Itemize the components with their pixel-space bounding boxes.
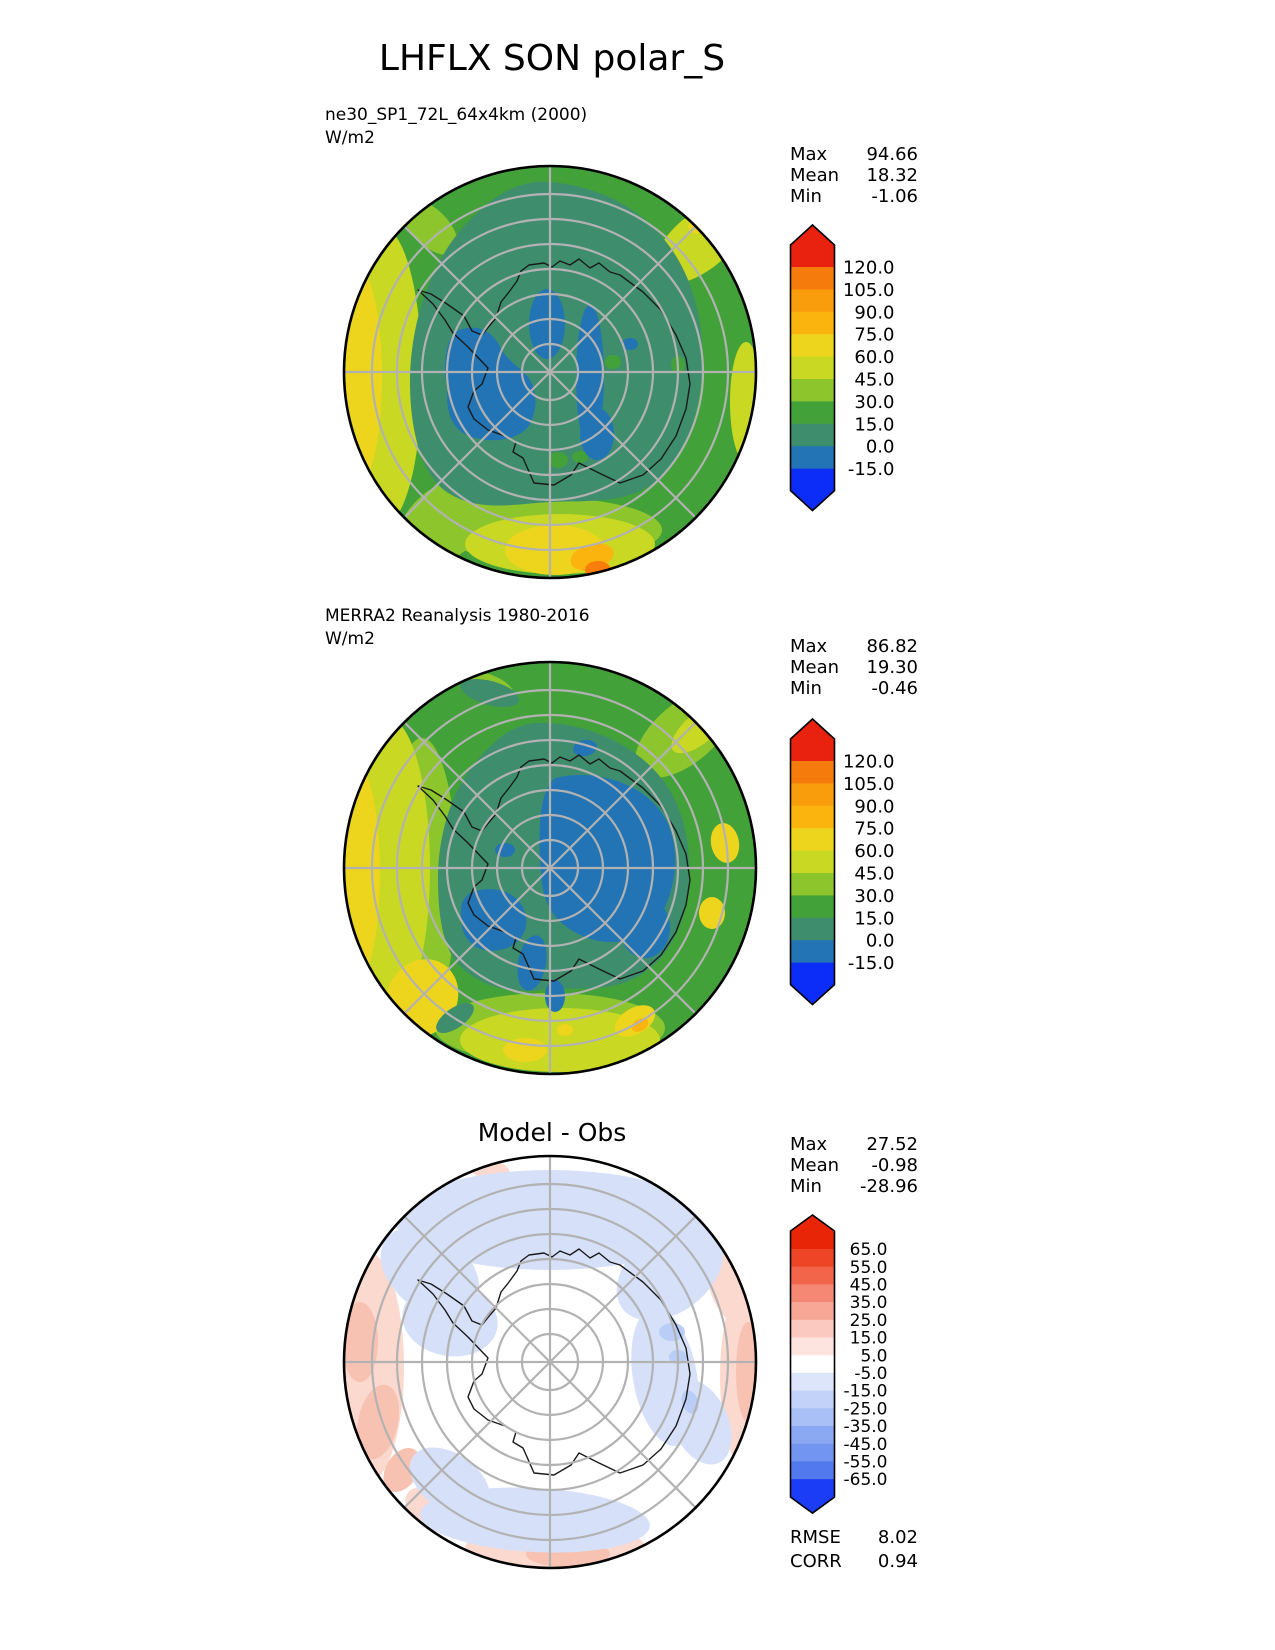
- field-fill-model: [344, 166, 756, 578]
- panel-model-units: W/m2: [325, 128, 375, 148]
- stat-value: -1.06: [871, 186, 918, 207]
- svg-text:15.0: 15.0: [854, 414, 894, 435]
- svg-text:105.0: 105.0: [843, 774, 895, 795]
- metrics-block: RMSE 8.02 CORR 0.94: [790, 1526, 918, 1574]
- stat-row: Min -0.46: [790, 678, 918, 699]
- colorbar-obs: 120.0 105.0 90.0 75.0 60.0 45.0 30.0 15.0 0.0 -15…: [789, 717, 901, 1011]
- svg-text:120.0: 120.0: [843, 752, 895, 773]
- stat-value: 86.82: [866, 636, 918, 657]
- stat-value: -0.98: [871, 1155, 918, 1176]
- stat-value: 18.32: [866, 165, 918, 186]
- svg-text:0.0: 0.0: [866, 931, 895, 952]
- svg-text:-15.0: -15.0: [844, 1382, 888, 1402]
- stats-block-obs: Max 86.82 Mean 19.30 Min -0.46: [790, 636, 918, 699]
- coastline-antarctica: [417, 258, 691, 486]
- map-model: [342, 164, 758, 580]
- panel-diff-title: Model - Obs: [477, 1118, 627, 1147]
- svg-text:-65.0: -65.0: [844, 1470, 888, 1490]
- svg-text:60.0: 60.0: [854, 841, 894, 862]
- graticule: [344, 1156, 756, 1568]
- svg-text:5.0: 5.0: [860, 1346, 887, 1366]
- svg-text:30.0: 30.0: [854, 886, 894, 907]
- stat-row: Max 27.52: [790, 1134, 918, 1155]
- svg-text:65.0: 65.0: [850, 1240, 888, 1260]
- svg-text:90.0: 90.0: [854, 796, 894, 817]
- svg-text:120.0: 120.0: [843, 258, 895, 279]
- map-obs: [342, 660, 758, 1076]
- colorbar-svg: 120.0105.090.075.060.045.030.015.00.0-15…: [789, 223, 895, 512]
- colorbar-svg: 65.055.045.035.025.015.05.0-5.0-15.0-25.…: [789, 1214, 888, 1515]
- svg-text:30.0: 30.0: [854, 392, 894, 413]
- stat-value: -0.46: [871, 678, 918, 699]
- stat-row: Mean -0.98: [790, 1155, 918, 1176]
- svg-text:-55.0: -55.0: [844, 1453, 888, 1473]
- svg-text:25.0: 25.0: [850, 1311, 888, 1331]
- svg-text:75.0: 75.0: [854, 819, 894, 840]
- stats-block-model: Max 94.66 Mean 18.32 Min -1.06: [790, 144, 918, 207]
- stat-label: Mean: [790, 165, 840, 186]
- svg-text:45.0: 45.0: [854, 370, 894, 391]
- colorbar-svg: 120.0105.090.075.060.045.030.015.00.0-15…: [789, 717, 895, 1006]
- coastline-antarctica: [417, 754, 691, 982]
- svg-text:-5.0: -5.0: [854, 1364, 887, 1384]
- stat-label: Mean: [790, 1155, 840, 1176]
- stat-value: 27.52: [866, 1134, 918, 1155]
- metric-label: CORR: [790, 1551, 842, 1572]
- stat-row: Max 94.66: [790, 144, 918, 165]
- colorbar-model: 120.0 105.0 90.0 75.0 60.0 45.0 30.0 15.0 0.0 -15…: [789, 223, 901, 517]
- svg-text:45.0: 45.0: [850, 1276, 888, 1296]
- stat-row: Min -1.06: [790, 186, 918, 207]
- metric-row: RMSE 8.02: [790, 1526, 918, 1550]
- stat-row: Mean 18.32: [790, 165, 918, 186]
- panel-obs-label: MERRA2 Reanalysis 1980-2016: [325, 606, 590, 626]
- metric-value: 8.02: [877, 1527, 918, 1548]
- stat-row: Mean 19.30: [790, 657, 918, 678]
- field-fill-obs: [344, 662, 756, 1074]
- stat-label: Mean: [790, 657, 840, 678]
- svg-text:45.0: 45.0: [854, 864, 894, 885]
- svg-text:75.0: 75.0: [854, 325, 894, 346]
- panel-obs-units: W/m2: [325, 629, 375, 649]
- coastline-antarctica: [417, 1248, 691, 1476]
- panel-model-label: ne30_SP1_72L_64x4km (2000): [325, 105, 588, 125]
- stat-label: Max: [790, 144, 828, 165]
- svg-text:-25.0: -25.0: [844, 1399, 888, 1419]
- stat-label: Min: [790, 678, 822, 699]
- map-boundary: [342, 1154, 758, 1570]
- stats-block-diff: Max 27.52 Mean -0.98 Min -28.96: [790, 1134, 918, 1197]
- stat-row: Min -28.96: [790, 1176, 918, 1197]
- map-boundary: [342, 164, 758, 580]
- svg-text:-15.0: -15.0: [848, 953, 895, 974]
- stat-value: 94.66: [866, 144, 918, 165]
- stat-row: Max 86.82: [790, 636, 918, 657]
- stat-label: Max: [790, 1134, 828, 1155]
- figure-title: LHFLX SON polar_S: [378, 38, 726, 79]
- svg-text:15.0: 15.0: [850, 1329, 888, 1349]
- stat-label: Min: [790, 186, 822, 207]
- field-fill-diff: [344, 1156, 756, 1568]
- map-diff: [342, 1154, 758, 1570]
- graticule: [344, 166, 756, 578]
- svg-text:0.0: 0.0: [866, 437, 895, 458]
- svg-text:90.0: 90.0: [854, 302, 894, 323]
- stat-label: Max: [790, 636, 828, 657]
- colorbar-diff: 65.0 55.0 45.0 35.0 25.0 15.0 5.0 -5.0 -15.0 -25.…: [789, 1213, 894, 1519]
- map-boundary: [342, 660, 758, 1076]
- metric-row: CORR 0.94: [790, 1550, 918, 1574]
- svg-text:35.0: 35.0: [850, 1293, 888, 1313]
- svg-text:-45.0: -45.0: [844, 1435, 888, 1455]
- stat-value: 19.30: [866, 657, 918, 678]
- metric-value: 0.94: [877, 1551, 918, 1572]
- graticule: [344, 662, 756, 1074]
- stat-label: Min: [790, 1176, 822, 1197]
- svg-text:15.0: 15.0: [854, 908, 894, 929]
- svg-text:55.0: 55.0: [850, 1258, 888, 1278]
- svg-text:-35.0: -35.0: [844, 1417, 888, 1437]
- svg-text:105.0: 105.0: [843, 280, 895, 301]
- svg-text:-15.0: -15.0: [848, 459, 895, 480]
- metric-label: RMSE: [790, 1527, 841, 1548]
- stat-value: -28.96: [859, 1176, 918, 1197]
- svg-text:60.0: 60.0: [854, 347, 894, 368]
